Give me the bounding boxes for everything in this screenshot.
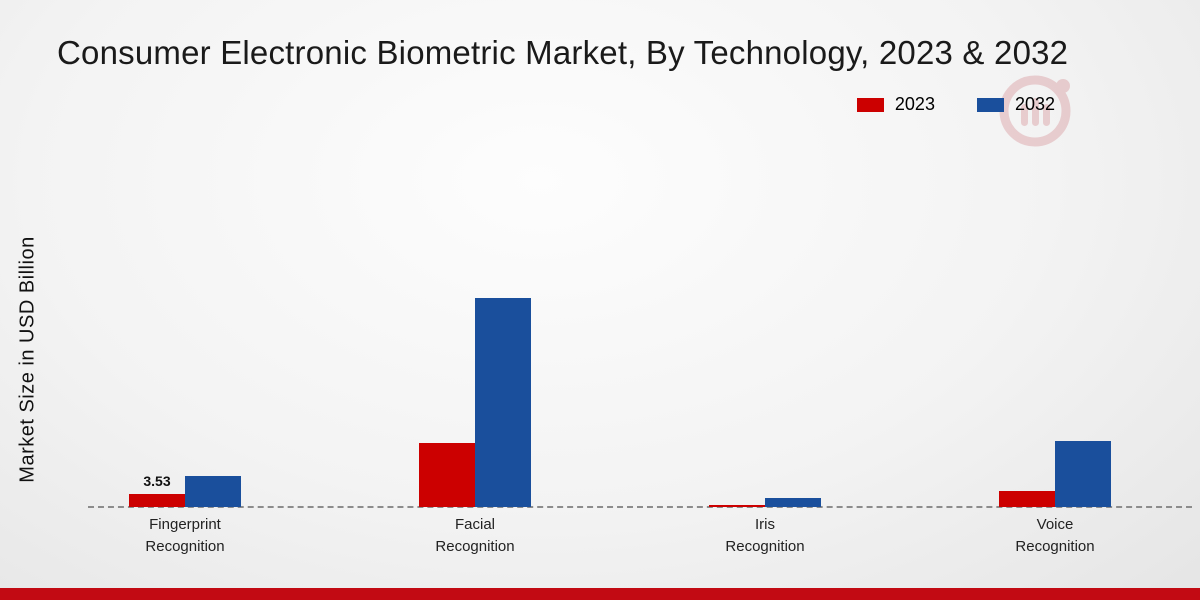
- legend-item-2023: 2023: [856, 94, 935, 115]
- bar-2032-voice-recognition: [1055, 441, 1111, 507]
- bar-2023-fingerprint-recognition: 3.53: [129, 473, 185, 507]
- bar-2023-facial-recognition: [419, 442, 475, 507]
- bar-group-iris-recognition: [620, 287, 910, 507]
- bar-2023-voice-recognition: [999, 490, 1055, 507]
- y-axis-label: Market Size in USD Billion: [16, 236, 39, 483]
- legend: 2023 2032: [856, 94, 1055, 115]
- category-label-line: Facial: [454, 516, 495, 533]
- x-axis-baseline: [88, 506, 1192, 508]
- bar-group-voice-recognition: [910, 287, 1200, 507]
- category-label-line: Iris: [755, 516, 775, 533]
- category-label-voice-recognition: Voice Recognition: [910, 514, 1200, 558]
- bar-2032-iris-recognition: [765, 497, 821, 507]
- legend-label-2023: 2023: [894, 94, 935, 114]
- category-label-line: Fingerprint: [149, 516, 221, 533]
- category-axis-labels: Fingerprint Recognition Facial Recognition I…: [40, 514, 1200, 558]
- category-label-facial-recognition: Facial Recognition: [330, 514, 620, 558]
- legend-label-2032: 2032: [1014, 94, 1055, 114]
- category-label-line: Recognition: [1015, 537, 1095, 555]
- category-label-line: Recognition: [145, 537, 225, 555]
- bar-2023-iris-recognition: [709, 505, 765, 507]
- footer-accent-stripe: [0, 588, 1200, 600]
- category-label-line: Voice: [1036, 516, 1074, 533]
- page-title: Consumer Electronic Biometric Market, By…: [57, 34, 1069, 71]
- bar-2032-facial-recognition: [475, 298, 531, 507]
- legend-swatch-2023: [856, 97, 884, 112]
- category-label-line: Recognition: [725, 537, 805, 555]
- category-label-fingerprint-recognition: Fingerprint Recognition: [40, 514, 330, 558]
- category-label-iris-recognition: Iris Recognition: [620, 514, 910, 558]
- category-label-line: Recognition: [435, 537, 515, 555]
- legend-item-2032: 2032: [976, 94, 1055, 115]
- watermark-logo: [999, 75, 1071, 147]
- bar-2032-fingerprint-recognition: [185, 475, 241, 507]
- legend-swatch-2032: [976, 97, 1004, 112]
- bar-group-facial-recognition: [330, 287, 620, 507]
- bar-group-fingerprint-recognition: 3.53: [40, 287, 330, 507]
- chart-plot-area: 3.53: [40, 287, 1200, 507]
- bar-value-label-2023-fingerprint-recognition: 3.53: [143, 473, 171, 490]
